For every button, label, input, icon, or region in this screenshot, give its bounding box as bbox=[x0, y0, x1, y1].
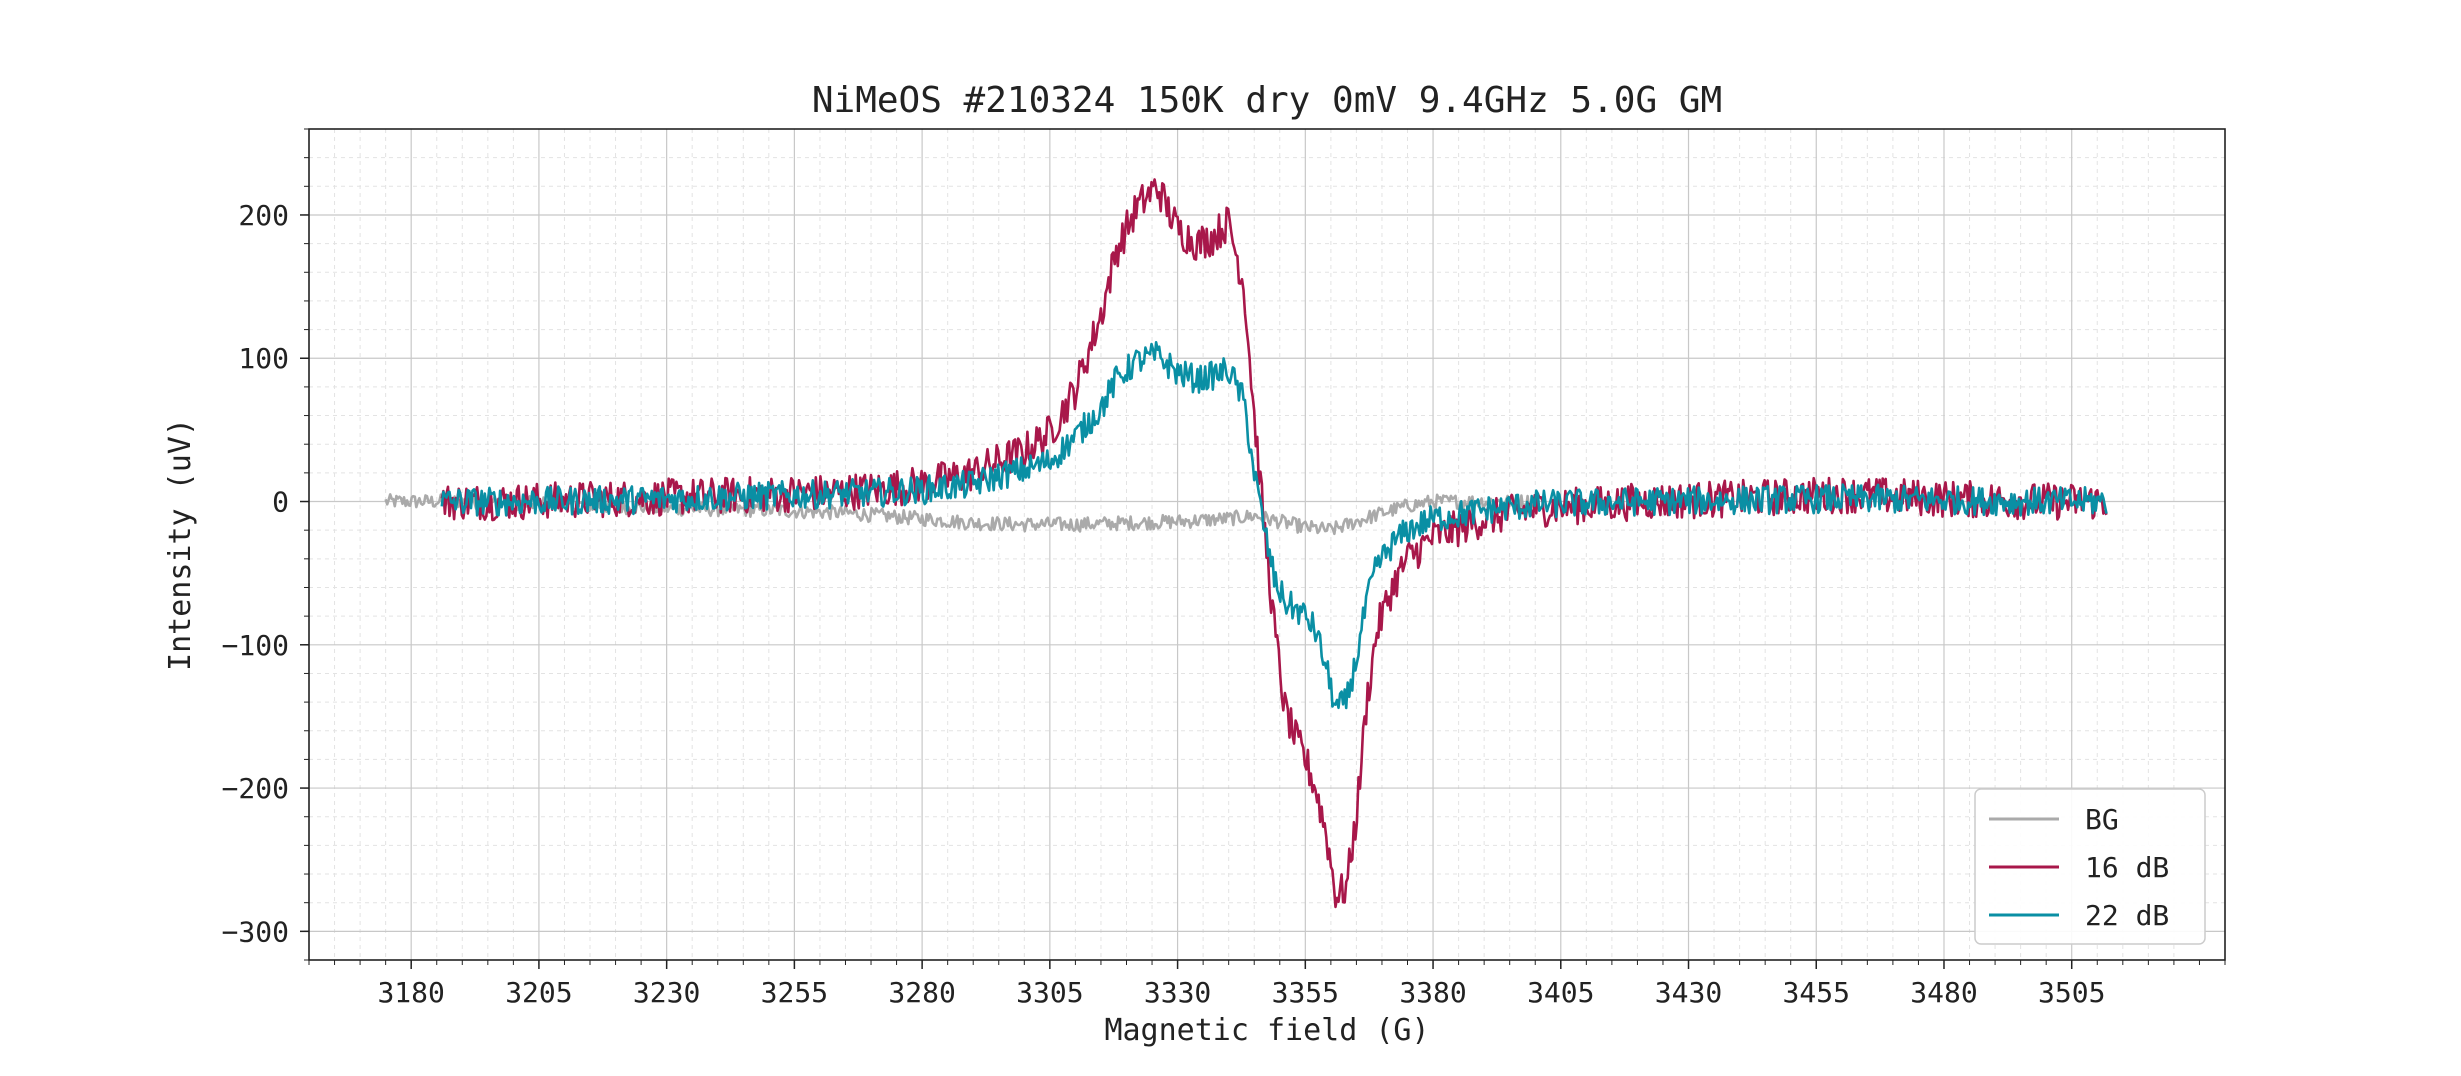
x-tick-label: 3255 bbox=[761, 976, 828, 1009]
tick-labels: 3180 3205 3230 3255 3280 3305 3330 3355 3380 3405… bbox=[222, 199, 2106, 1009]
legend-box bbox=[1974, 788, 2206, 945]
y-tick-label: 0 bbox=[272, 486, 289, 519]
x-tick-label: 3455 bbox=[1783, 976, 1850, 1009]
y-tick-label: 200 bbox=[238, 199, 289, 232]
axes bbox=[300, 128, 2226, 969]
x-tick-label: 3405 bbox=[1527, 976, 1594, 1009]
x-tick-label: 3480 bbox=[1910, 976, 1977, 1009]
x-tick-label: 3380 bbox=[1399, 976, 1466, 1009]
y-tick-label: −100 bbox=[222, 629, 289, 662]
legend: BG 16 dB 22 dB bbox=[1974, 788, 2206, 945]
x-tick-label: 3330 bbox=[1144, 976, 1211, 1009]
x-tick-label: 3430 bbox=[1655, 976, 1722, 1009]
series-line-16-db bbox=[440, 178, 2108, 909]
x-tick-label: 3355 bbox=[1272, 976, 1339, 1009]
x-tick-label: 3505 bbox=[2038, 976, 2105, 1009]
x-tick-label: 3205 bbox=[505, 976, 572, 1009]
y-tick-label: 100 bbox=[238, 342, 289, 375]
legend-label: 16 dB bbox=[2085, 851, 2169, 884]
x-tick-label: 3230 bbox=[633, 976, 700, 1009]
y-tick-label: −200 bbox=[222, 772, 289, 805]
y-tick-label: −300 bbox=[222, 915, 289, 948]
x-tick-label: 3280 bbox=[888, 976, 955, 1009]
series-line-22-db bbox=[440, 341, 2108, 710]
legend-label: BG bbox=[2085, 803, 2119, 836]
y-axis-label: Intensity (uV) bbox=[163, 418, 198, 671]
x-tick-label: 3180 bbox=[377, 976, 444, 1009]
plot-frame bbox=[308, 128, 2226, 961]
x-axis-label: Magnetic field (G) bbox=[1104, 1013, 1429, 1048]
series-lines bbox=[384, 178, 2108, 909]
legend-label: 22 dB bbox=[2085, 899, 2169, 932]
x-tick-label: 3305 bbox=[1016, 976, 1083, 1009]
grid bbox=[308, 128, 2226, 961]
chart-title: NiMeOS #210324 150K dry 0mV 9.4GHz 5.0G … bbox=[812, 80, 1722, 121]
